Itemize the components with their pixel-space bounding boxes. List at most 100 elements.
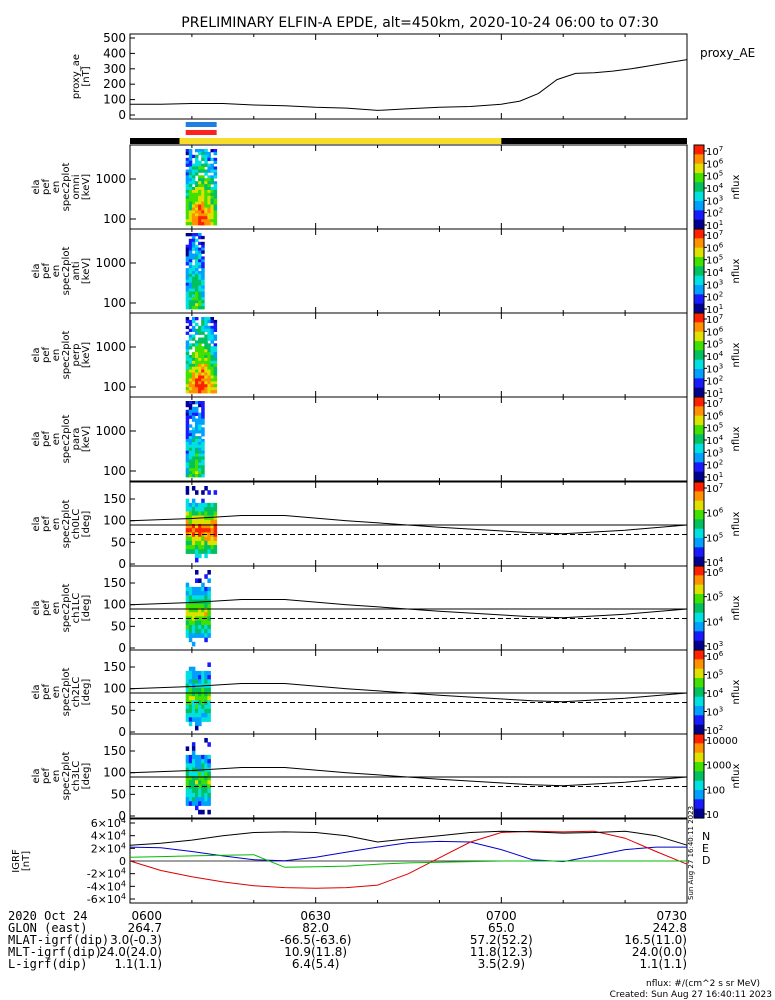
heat-cell [213, 175, 218, 179]
heat-cell [191, 187, 196, 191]
colorbar-label: nflux [731, 426, 742, 451]
heat-cell [201, 181, 205, 185]
heat-cell [204, 502, 208, 508]
heat-cell [195, 805, 199, 811]
heat-cell [185, 288, 190, 292]
colorbar-tick-label: 105 [706, 338, 723, 351]
heat-cell [198, 465, 202, 469]
heat-cell [204, 574, 208, 579]
heat-cell [201, 273, 205, 278]
heat-cell [185, 439, 190, 443]
heat-cell [195, 570, 199, 575]
proxy-ae-line [130, 59, 688, 111]
heat-cell [195, 629, 199, 634]
heat-cell [204, 595, 208, 600]
heat-cell [185, 453, 190, 457]
heat-cell [201, 184, 205, 188]
heat-cell [188, 717, 193, 722]
heat-cell [201, 268, 205, 272]
heat-cell [204, 216, 208, 220]
heat-cell [195, 490, 199, 495]
heat-cell [204, 349, 208, 353]
heat-cell [185, 507, 190, 512]
heat-cell [204, 366, 208, 370]
heat-cell [204, 317, 208, 321]
heat-cell [195, 553, 199, 559]
heat-cell [201, 507, 205, 512]
heat-cell [195, 763, 199, 768]
y-tick-label: 6×104 [91, 816, 126, 830]
heat-cell [191, 343, 196, 347]
heat-cell [213, 375, 218, 379]
heat-cell [207, 524, 211, 529]
heat-cell [198, 222, 202, 226]
heat-cell [201, 378, 205, 382]
colorbar-band [694, 350, 704, 361]
heat-cell [191, 441, 196, 446]
heat-cell [213, 160, 218, 164]
heat-cell [201, 294, 205, 298]
ephem-value: -66.5(-63.6) [280, 933, 351, 947]
heat-cell [198, 441, 202, 446]
heat-cell [198, 468, 202, 472]
heat-cell [198, 717, 202, 722]
heat-cell [188, 637, 193, 643]
colorbar-tick-label: 103 [706, 194, 723, 207]
heat-cell [188, 256, 193, 260]
heat-cell [204, 352, 208, 356]
heat-cell [198, 291, 202, 295]
heat-cell [195, 331, 199, 335]
heat-cell [191, 713, 196, 718]
heat-cell [188, 250, 193, 254]
heat-cell [195, 776, 199, 781]
heat-cell [198, 375, 202, 379]
heat-cell [195, 233, 199, 237]
heat-cell [188, 172, 193, 176]
ylabel-line: proxy_ae [71, 54, 82, 99]
heat-cell [185, 474, 190, 478]
heat-cell [191, 238, 196, 243]
heat-cell [195, 210, 199, 214]
heat-cell [198, 436, 202, 440]
spectrogram-anti [185, 233, 205, 310]
heat-cell [207, 352, 211, 356]
heat-cell [204, 178, 208, 182]
colorbar-tick-label: 104 [706, 434, 724, 447]
heat-cell [191, 412, 196, 416]
heat-cell [191, 629, 196, 634]
heat-cell [195, 612, 199, 617]
colorbar-band [694, 491, 704, 502]
heat-cell [191, 360, 196, 365]
heat-cell [201, 679, 205, 684]
heat-cell [191, 633, 196, 638]
heat-cell [207, 540, 211, 546]
heat-cell [195, 725, 199, 731]
heat-cell [210, 381, 214, 385]
heat-cell [201, 306, 205, 310]
heat-cell [201, 406, 205, 411]
colorbar-band [694, 482, 704, 492]
y-tick-label: 0 [119, 855, 126, 868]
heat-cell [207, 620, 211, 626]
heat-cell [195, 696, 199, 701]
heat-cell [188, 441, 193, 446]
heat-cell [195, 349, 199, 353]
heat-cell [188, 219, 193, 223]
heat-cell [188, 322, 193, 327]
heat-cell [204, 340, 208, 344]
heat-cell [213, 507, 218, 512]
heat-cell [185, 401, 190, 405]
ephem-value: 242.8 [653, 921, 687, 935]
heat-cell [195, 265, 199, 269]
heat-cell [201, 801, 205, 806]
heat-cell [198, 801, 202, 806]
colorbar-tick-label: 105 [706, 254, 723, 267]
heat-cell [198, 192, 202, 197]
ylabel-line: ch0LC [71, 509, 82, 540]
heat-cell [188, 771, 193, 777]
heat-cell [185, 599, 190, 605]
heat-cell [201, 288, 205, 292]
heat-cell [207, 216, 211, 220]
heat-cell [188, 328, 193, 332]
heat-cell [204, 797, 208, 802]
